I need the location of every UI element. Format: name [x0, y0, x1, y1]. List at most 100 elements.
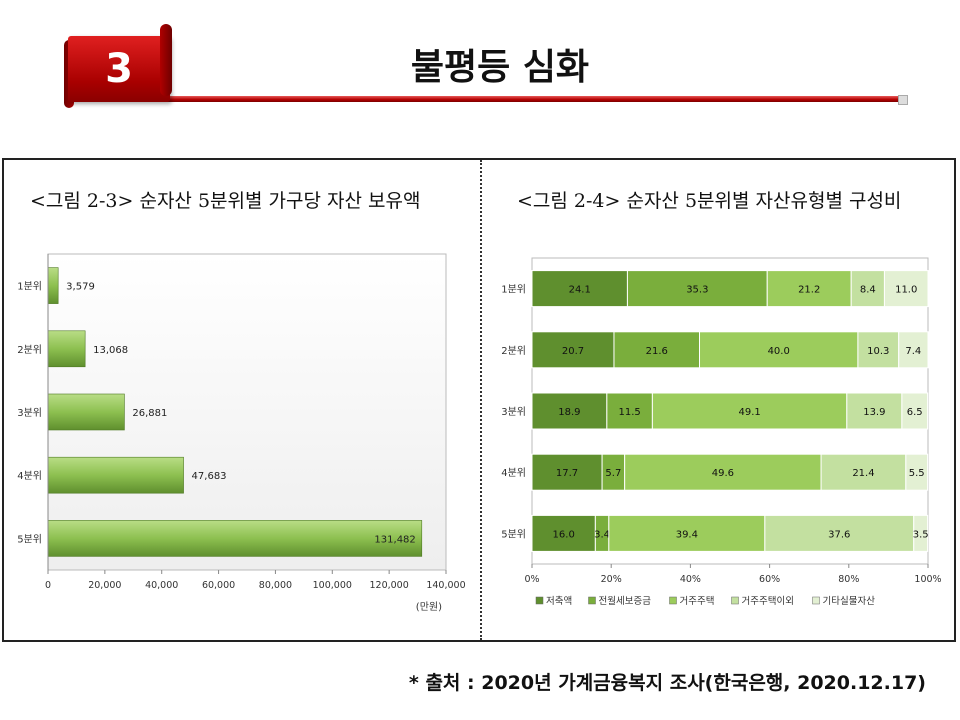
segment-label: 24.1 [569, 285, 591, 296]
stack-segment [883, 270, 929, 308]
x-tick-label: 20,000 [88, 580, 121, 591]
bar [47, 456, 184, 494]
category-label: 1분위 [17, 280, 42, 293]
segment-label: 11.0 [895, 285, 917, 296]
category-label: 2분위 [501, 344, 526, 357]
stack-segment [531, 331, 615, 369]
stack-segment [626, 270, 768, 308]
segment-label: 21.2 [798, 285, 820, 296]
legend-swatch [731, 596, 739, 605]
asset-amount-chart: 1분위 3,579 2분위 13,068 3분위 26,881 4분위 47,683 5분위 13… [17, 253, 466, 613]
segment-label: 16.0 [553, 529, 575, 540]
unit-label: (만원) [416, 601, 442, 613]
legend-label: 저축액 [546, 595, 572, 607]
segment-label: 39.4 [676, 529, 698, 540]
stack-segment [531, 453, 603, 491]
category-label: 2분위 [17, 343, 42, 356]
stack-segment [857, 331, 900, 369]
category-label: 5분위 [17, 532, 42, 545]
stack-segment [898, 331, 929, 369]
data-label: 131,482 [374, 534, 415, 545]
badge-scroll-right [160, 24, 172, 96]
legend-swatch [812, 596, 820, 605]
category-label: 1분위 [501, 283, 526, 296]
x-tick-label: 80% [838, 574, 859, 585]
data-label: 13,068 [93, 345, 128, 356]
header-rule [70, 96, 906, 102]
segment-label: 10.3 [867, 346, 889, 357]
segment-label: 35.3 [686, 285, 708, 296]
segment-label: 5.5 [909, 468, 925, 479]
segment-label: 13.9 [863, 407, 885, 418]
bar [47, 520, 423, 557]
stack-segment [766, 270, 852, 308]
segment-label: 49.1 [738, 407, 760, 418]
segment-label: 21.6 [646, 346, 668, 357]
legend-label: 기타실물자산 [823, 596, 876, 607]
x-tick-label: 40,000 [145, 580, 178, 591]
x-tick-label: 0% [524, 574, 539, 585]
x-tick-label: 100,000 [313, 580, 352, 591]
segment-label: 21.4 [852, 468, 874, 479]
stack-segment [820, 453, 907, 491]
x-tick-label: 0 [45, 580, 51, 591]
legend-swatch [588, 596, 596, 605]
stack-segment [913, 514, 929, 552]
header-rule-end [898, 95, 908, 105]
segment-label: 49.6 [712, 468, 734, 479]
chart-right-title: <그림 2-4> 순자산 5분위별 자산유형별 구성비 [517, 190, 902, 212]
segment-label: 3.5 [913, 529, 929, 540]
stack-segment [901, 392, 929, 430]
x-tick-label: 60,000 [202, 580, 235, 591]
stack-segment [850, 270, 885, 308]
stack-segment [531, 270, 628, 308]
legend-label: 전월세보증금 [599, 595, 652, 607]
stack-segment [624, 453, 822, 491]
segment-label: 3.4 [594, 529, 610, 540]
segment-label: 37.6 [828, 529, 850, 540]
segment-label: 8.4 [860, 285, 876, 296]
data-label: 47,683 [192, 471, 227, 482]
stack-segment [531, 514, 596, 552]
section-number: 3 [105, 46, 133, 92]
x-tick-label: 140,000 [426, 580, 465, 591]
x-tick-label: 40% [680, 574, 701, 585]
category-label: 4분위 [501, 466, 526, 479]
stack-segment [905, 453, 929, 491]
content-frame [2, 158, 956, 642]
x-tick-label: 100% [914, 574, 941, 585]
segment-label: 18.9 [558, 407, 580, 418]
chart-left-title: <그림 2-3> 순자산 5분위별 가구당 자산 보유액 [30, 190, 421, 212]
page-title: 불평등 심화 [410, 47, 590, 88]
source-note: * 출처 : 2020년 가계금융복지 조사(한국은행, 2020.12.17) [408, 672, 926, 694]
category-label: 3분위 [17, 406, 42, 419]
stack-segment [846, 392, 903, 430]
legend-label: 거주주택이외 [742, 595, 794, 607]
stack-segment [613, 331, 701, 369]
category-label: 4분위 [17, 469, 42, 482]
panel-divider [480, 160, 482, 640]
x-tick-label: 60% [759, 574, 780, 585]
legend-swatch [669, 596, 677, 605]
stack-segment [651, 392, 848, 430]
segment-label: 5.7 [605, 468, 621, 479]
segment-label: 20.7 [562, 346, 584, 357]
legend-swatch [535, 596, 544, 605]
segment-label: 11.5 [618, 407, 640, 418]
legend-label: 거주주택 [680, 596, 715, 607]
x-tick-label: 80,000 [259, 580, 292, 591]
segment-label: 6.5 [907, 407, 923, 418]
bar [47, 330, 86, 368]
bar [47, 393, 125, 431]
bar [47, 267, 59, 304]
stack-segment [606, 392, 653, 430]
section-badge [68, 36, 170, 102]
segment-label: 7.4 [905, 346, 921, 357]
stack-segment [531, 392, 608, 430]
segment-label: 40.0 [768, 346, 790, 357]
x-tick-label: 20% [601, 574, 622, 585]
x-tick-label: 120,000 [369, 580, 408, 591]
category-label: 5분위 [501, 527, 526, 540]
asset-composition-chart: 1분위 24.1 35.3 21.2 8.4 11.0 2분위 20.7 21.6 40.0 10.… [501, 257, 942, 607]
category-label: 3분위 [501, 405, 526, 418]
